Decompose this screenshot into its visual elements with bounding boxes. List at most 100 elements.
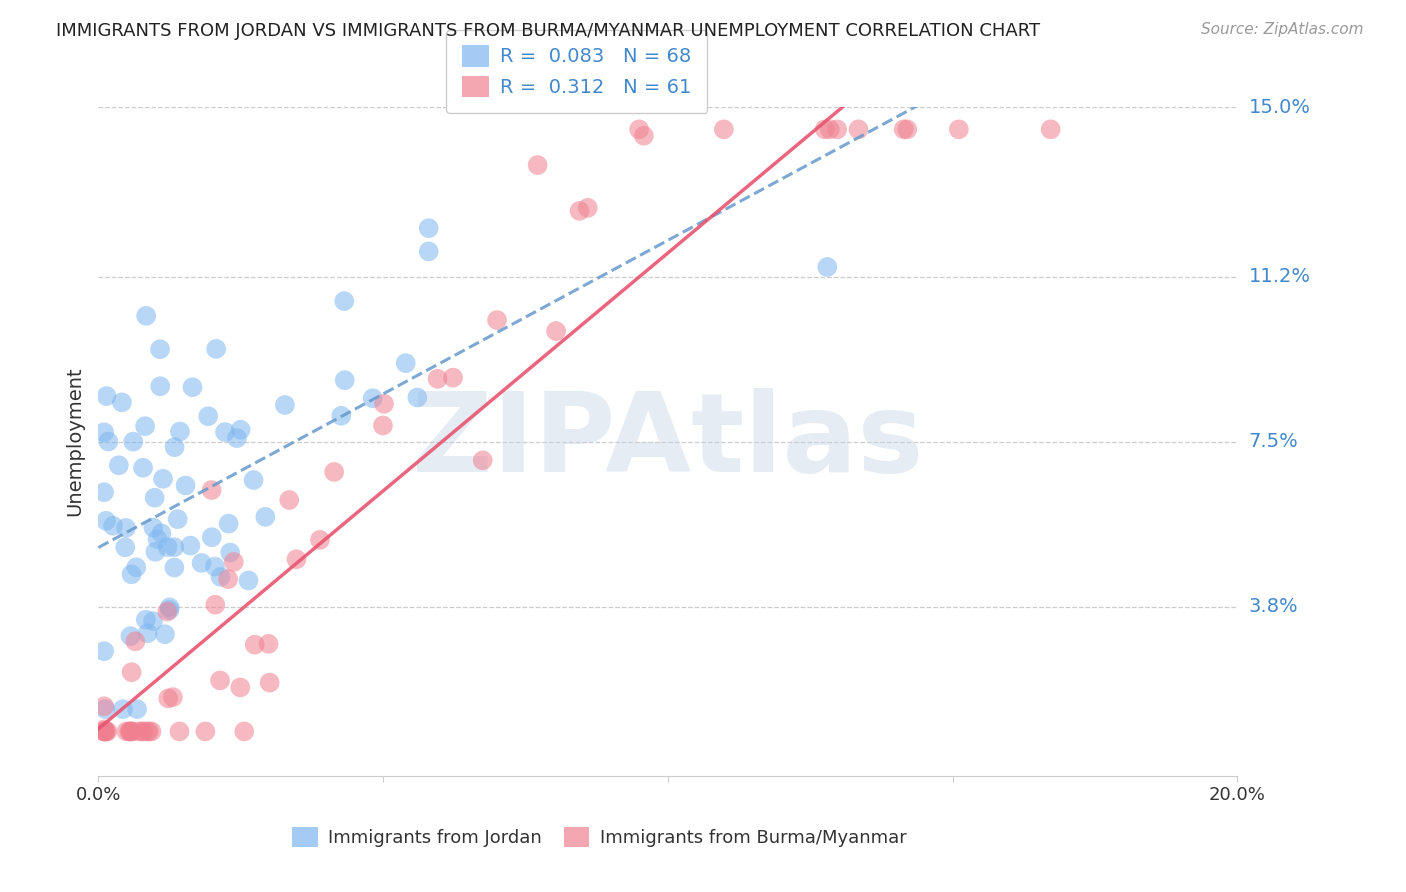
Point xyxy=(125,702,148,716)
Text: 15.0%: 15.0% xyxy=(1249,97,1310,117)
Point xyxy=(128,724,150,739)
Point xyxy=(395,356,418,370)
Point xyxy=(122,434,145,449)
Point xyxy=(93,485,115,500)
Point xyxy=(94,724,117,739)
Point xyxy=(169,724,191,739)
Point xyxy=(333,373,356,387)
Text: 11.2%: 11.2% xyxy=(1249,267,1310,286)
Point xyxy=(486,313,509,327)
Point xyxy=(108,458,131,473)
Point xyxy=(713,122,735,136)
Point xyxy=(136,724,159,739)
Point xyxy=(93,425,115,440)
Point xyxy=(111,702,134,716)
Point xyxy=(229,423,252,437)
Point xyxy=(825,122,848,136)
Point xyxy=(896,122,918,136)
Point xyxy=(229,681,252,695)
Point xyxy=(361,391,384,405)
Point xyxy=(371,418,394,433)
Point xyxy=(115,521,138,535)
Point xyxy=(121,567,143,582)
Point xyxy=(159,600,181,615)
Point xyxy=(157,691,180,706)
Legend: Immigrants from Jordan, Immigrants from Burma/Myanmar: Immigrants from Jordan, Immigrants from … xyxy=(285,820,914,854)
Point xyxy=(121,724,143,739)
Point xyxy=(219,545,242,559)
Point xyxy=(97,434,120,449)
Point xyxy=(418,221,440,235)
Point xyxy=(135,309,157,323)
Point xyxy=(162,690,184,705)
Point xyxy=(138,724,160,739)
Point xyxy=(93,724,115,739)
Point xyxy=(93,699,115,714)
Point xyxy=(115,724,138,739)
Point xyxy=(238,574,260,588)
Point xyxy=(274,398,297,412)
Point xyxy=(163,440,186,454)
Point xyxy=(233,724,256,739)
Point xyxy=(141,724,163,739)
Point xyxy=(257,637,280,651)
Point xyxy=(197,409,219,424)
Point xyxy=(142,614,165,628)
Point xyxy=(818,122,841,136)
Point xyxy=(209,673,232,688)
Point xyxy=(94,724,117,739)
Point xyxy=(628,122,651,136)
Point xyxy=(576,201,599,215)
Point xyxy=(143,491,166,505)
Point xyxy=(93,723,115,737)
Point xyxy=(159,603,181,617)
Point xyxy=(1039,122,1062,136)
Point xyxy=(205,342,228,356)
Point xyxy=(111,395,134,409)
Point xyxy=(120,724,142,739)
Point xyxy=(169,425,191,439)
Point xyxy=(568,203,591,218)
Point xyxy=(152,472,174,486)
Point xyxy=(848,122,870,136)
Point xyxy=(254,509,277,524)
Point xyxy=(948,122,970,136)
Point xyxy=(179,539,201,553)
Text: Source: ZipAtlas.com: Source: ZipAtlas.com xyxy=(1201,22,1364,37)
Point xyxy=(166,512,188,526)
Point xyxy=(120,724,142,739)
Point xyxy=(136,626,159,640)
Point xyxy=(153,627,176,641)
Point xyxy=(526,158,548,172)
Point xyxy=(93,724,115,739)
Point xyxy=(134,419,156,434)
Point xyxy=(242,473,264,487)
Point xyxy=(406,391,429,405)
Point xyxy=(814,122,837,136)
Point xyxy=(222,555,245,569)
Point xyxy=(204,559,226,574)
Point xyxy=(333,294,356,309)
Y-axis label: Unemployment: Unemployment xyxy=(66,367,84,516)
Point xyxy=(218,516,240,531)
Point xyxy=(124,634,146,648)
Point xyxy=(226,431,249,445)
Text: 7.5%: 7.5% xyxy=(1249,432,1298,451)
Point xyxy=(323,465,346,479)
Point xyxy=(131,724,153,739)
Point xyxy=(96,389,118,403)
Point xyxy=(150,526,173,541)
Point xyxy=(217,572,239,586)
Point xyxy=(815,260,838,274)
Point xyxy=(118,724,141,739)
Point xyxy=(201,530,224,544)
Point xyxy=(278,493,301,508)
Point xyxy=(893,122,915,136)
Point xyxy=(93,724,115,739)
Point xyxy=(204,598,226,612)
Point xyxy=(156,540,179,554)
Point xyxy=(259,675,281,690)
Point xyxy=(149,379,172,393)
Point xyxy=(471,453,494,467)
Text: ZIPAtlas: ZIPAtlas xyxy=(412,388,924,495)
